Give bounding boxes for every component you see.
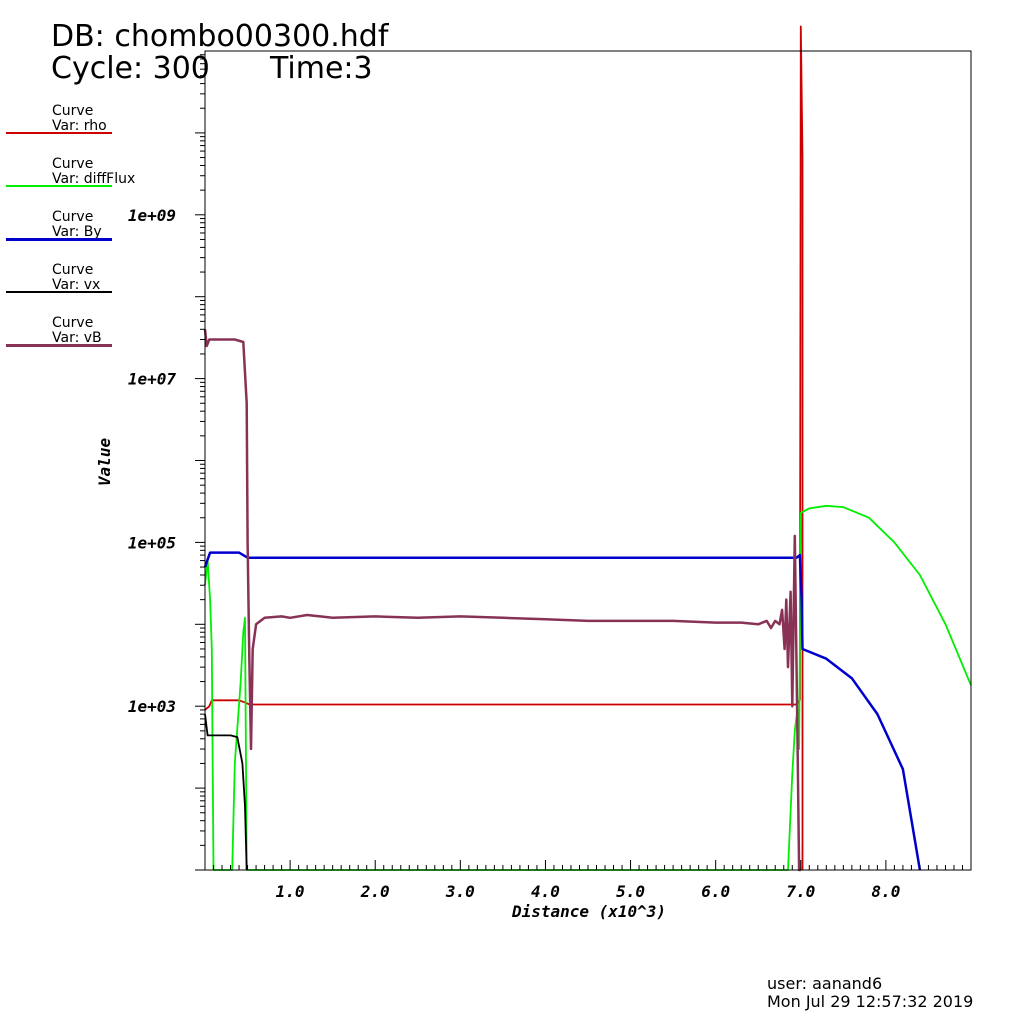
legend-var-label: Var: rho: [52, 118, 107, 134]
x-tick-label: 4.0: [531, 882, 560, 901]
legend-swatch: [6, 132, 112, 134]
x-tick-label: 2.0: [360, 882, 390, 901]
legend-var-label: Var: vx: [52, 277, 101, 293]
footer-user: user: aanand6: [767, 974, 883, 993]
y-tick-label: 1e+05: [128, 533, 176, 552]
legend-item-diffflux: Curve Var: diffFlux: [6, 156, 135, 202]
x-tick-label: 7.0: [786, 882, 815, 901]
x-tick-label: 3.0: [445, 882, 475, 901]
legend-item-vx: Curve Var: vx: [6, 263, 116, 308]
time-label: Time:3: [270, 51, 373, 86]
legend-item-rho: Curve Var: rho: [6, 104, 116, 149]
legend-swatch: [6, 291, 112, 293]
legend-curve-label: Curve: [52, 103, 94, 119]
footer-date: Mon Jul 29 12:57:32 2019: [767, 992, 974, 1011]
x-tick-label: 8.0: [871, 882, 900, 901]
y-tick-label: 1e+07: [128, 370, 177, 389]
series-line-vx: [204, 713, 248, 871]
series-line-rho: [204, 25, 804, 870]
legend-swatch: [6, 344, 112, 347]
plot-frame: [204, 50, 972, 871]
legend-curve-label: Curve: [52, 209, 94, 225]
legend-item-by: Curve Var: By: [6, 210, 116, 255]
axes: 1.0 2.0 3.0 4.0 5.0 6.0 7.0 8.0 1e+03 1e+05 1e+07 1…: [128, 50, 972, 901]
legend-var-label: Var: diffFlux: [52, 171, 136, 187]
legend-curve-label: Curve: [52, 315, 94, 331]
legend-curve-label: Curve: [52, 262, 94, 278]
series-line-by: [203, 551, 922, 871]
y-axis-label: Value: [95, 438, 114, 487]
series-layer: [203, 25, 972, 872]
x-axis-label: Distance (x10^3): [511, 902, 666, 921]
y-tick-label: 1e+03: [128, 697, 176, 716]
x-tick-label: 1.0: [276, 882, 305, 901]
x-tick-label: 6.0: [701, 882, 730, 901]
legend-var-label: Var: By: [52, 224, 102, 240]
series-line-diffflux: [204, 504, 972, 871]
db-title: DB: chombo00300.hdf: [51, 19, 389, 54]
y-tick-label: 1e+09: [128, 206, 176, 225]
legend-var-label: Var: vB: [52, 330, 102, 346]
x-tick-label: 5.0: [616, 882, 645, 901]
legend-item-vb: Curve Var: vB: [6, 316, 116, 361]
series-line-vb: [203, 329, 801, 872]
legend-curve-label: Curve: [52, 156, 94, 172]
legend-swatch: [6, 238, 112, 241]
legend-swatch: [6, 185, 112, 187]
